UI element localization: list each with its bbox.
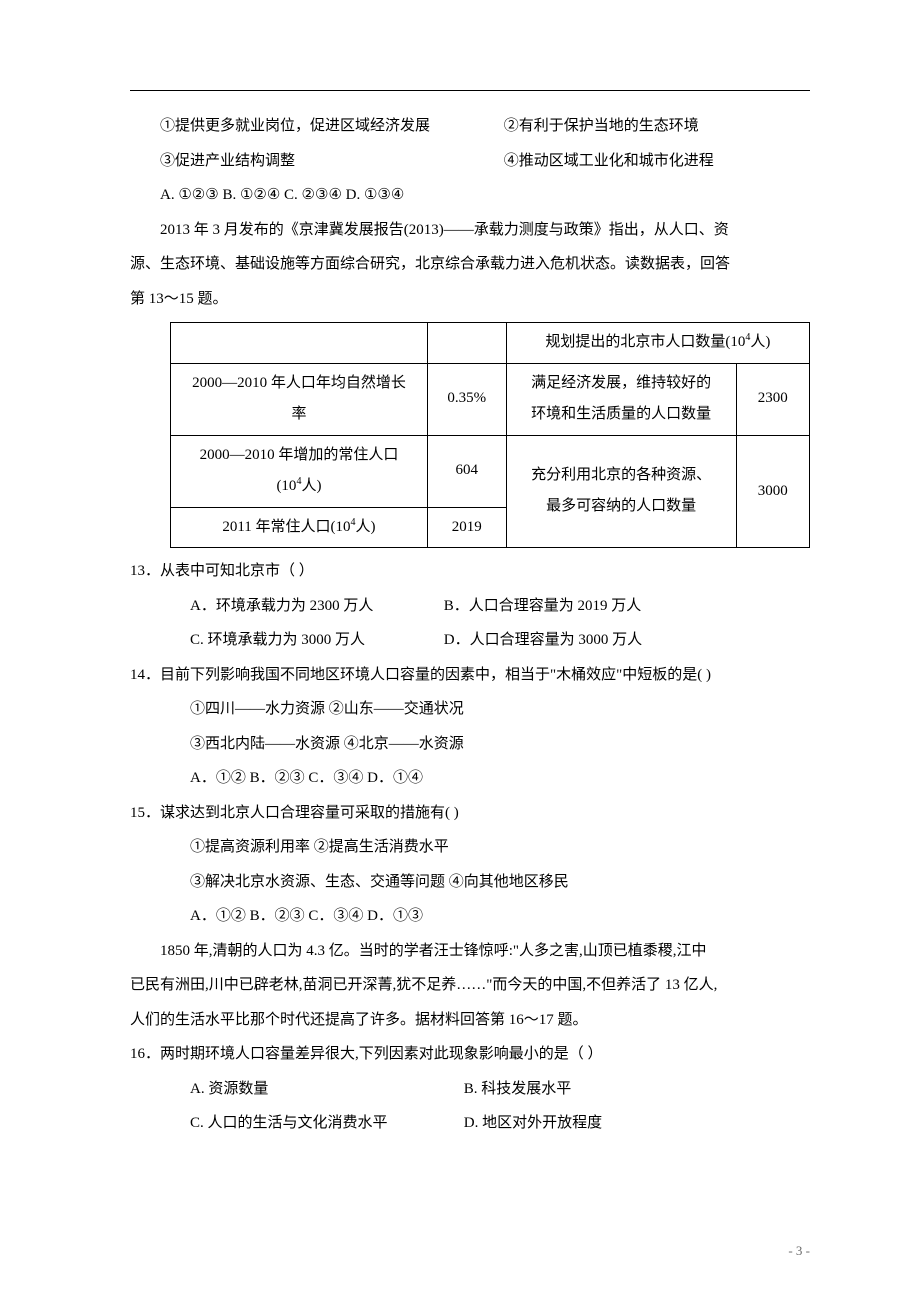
cell-r2c2: 604 (427, 435, 506, 507)
q16-choice-a[interactable]: A. 资源数量 (190, 1072, 460, 1107)
cell-r1c1-l2: 率 (177, 399, 421, 431)
cell-r3c1-suffix: 人) (356, 519, 376, 535)
cell-h1 (171, 323, 428, 364)
q15-line2: ③解决北京水资源、生态、交通等问题 ④向其他地区移民 (130, 865, 810, 900)
q12-opt3: ③促进产业结构调整 (160, 144, 500, 179)
q13-choice-b[interactable]: B．人口合理容量为 2019 万人 (444, 598, 642, 614)
q15-line1: ①提高资源利用率 ②提高生活消费水平 (130, 830, 810, 865)
context2-line3: 人们的生活水平比那个时代还提高了许多。据材料回答第 16～17 题。 (130, 1003, 810, 1038)
q13-row2: C. 环境承载力为 3000 万人 D．人口合理容量为 3000 万人 (130, 623, 810, 658)
cell-r3c1: 2011 年常住人口(104人) (171, 507, 428, 548)
q14-choices: A．①② B．②③ C．③④ D．①④ (130, 761, 810, 796)
cell-r2c1-l1: 2000—2010 年增加的常住人口 (177, 440, 421, 472)
cell-r2c3-l1: 充分利用北京的各种资源、 (513, 460, 730, 492)
cell-r1c4: 2300 (736, 363, 809, 435)
q14-choice-b[interactable]: B．②③ (250, 770, 305, 786)
cell-h3-prefix: 规划提出的北京市人口数量(10 (545, 334, 745, 350)
cell-r2c1-l2-prefix: (10 (276, 478, 296, 494)
cell-r2c4: 3000 (736, 435, 809, 548)
q15-choice-b[interactable]: B．②③ (250, 908, 305, 924)
table-row: 2000—2010 年人口年均自然增长 率 0.35% 满足经济发展，维持较好的… (171, 363, 810, 435)
q16-row2: C. 人口的生活与文化消费水平 D. 地区对外开放程度 (130, 1106, 810, 1141)
cell-r2c3: 充分利用北京的各种资源、 最多可容纳的人口数量 (506, 435, 736, 548)
q16-row1: A. 资源数量 B. 科技发展水平 (130, 1072, 810, 1107)
q15-choice-a[interactable]: A．①② (190, 908, 246, 924)
q12-choices: A. ①②③ B. ①②④ C. ②③④ D. ①③④ (130, 178, 810, 213)
q14-line2: ③西北内陆——水资源 ④北京——水资源 (130, 727, 810, 762)
q13-stem: 13．从表中可知北京市（ ） (130, 554, 810, 589)
q12-opt2: ②有利于保护当地的生态环境 (504, 118, 699, 134)
q12-choice-a[interactable]: A. ①②③ (160, 187, 219, 203)
q14-line1: ①四川——水力资源 ②山东——交通状况 (130, 692, 810, 727)
q12-opt4: ④推动区域工业化和城市化进程 (504, 153, 714, 169)
q15-choice-c[interactable]: C．③④ (308, 908, 363, 924)
q16-choice-d[interactable]: D. 地区对外开放程度 (464, 1115, 602, 1131)
cell-h2 (427, 323, 506, 364)
data-table-wrap: 规划提出的北京市人口数量(104人) 2000—2010 年人口年均自然增长 率… (170, 322, 810, 548)
q13-choice-a[interactable]: A．环境承载力为 2300 万人 (190, 589, 440, 624)
cell-r2c1-l2-suffix: 人) (301, 478, 321, 494)
top-divider (130, 90, 810, 91)
q13-row1: A．环境承载力为 2300 万人 B．人口合理容量为 2019 万人 (130, 589, 810, 624)
cell-r1c1-l1: 2000—2010 年人口年均自然增长 (177, 368, 421, 400)
cell-r1c2: 0.35% (427, 363, 506, 435)
context1-line2: 源、生态环境、基础设施等方面综合研究，北京综合承载力进入危机状态。读数据表，回答 (130, 247, 810, 282)
q16-choice-b[interactable]: B. 科技发展水平 (464, 1081, 572, 1097)
q16-stem: 16．两时期环境人口容量差异很大,下列因素对此现象影响最小的是（ ） (130, 1037, 810, 1072)
context1-line3: 第 13～15 题。 (130, 282, 810, 317)
context2-line1: 1850 年,清朝的人口为 4.3 亿。当时的学者汪士锋惊呼:"人多之害,山顶已… (130, 934, 810, 969)
cell-r3c2: 2019 (427, 507, 506, 548)
q12-options-row1: ①提供更多就业岗位，促进区域经济发展 ②有利于保护当地的生态环境 (130, 109, 810, 144)
context1-line1: 2013 年 3 月发布的《京津冀发展报告(2013)——承载力测度与政策》指出… (130, 213, 810, 248)
cell-r3c1-prefix: 2011 年常住人口(10 (222, 519, 350, 535)
table-row: 2000—2010 年增加的常住人口 (104人) 604 充分利用北京的各种资… (171, 435, 810, 507)
q13-choice-c[interactable]: C. 环境承载力为 3000 万人 (190, 623, 440, 658)
cell-r1c3: 满足经济发展，维持较好的 环境和生活质量的人口数量 (506, 363, 736, 435)
cell-r1c3-l2: 环境和生活质量的人口数量 (513, 399, 730, 431)
cell-r2c1-l2: (104人) (177, 471, 421, 503)
q12-choice-b[interactable]: B. ①②④ (222, 187, 280, 203)
cell-r2c3-l2: 最多可容纳的人口数量 (513, 491, 730, 523)
q12-opt1: ①提供更多就业岗位，促进区域经济发展 (160, 109, 500, 144)
q15-choices: A．①② B．②③ C．③④ D．①③ (130, 899, 810, 934)
q12-choice-d[interactable]: D. ①③④ (346, 187, 405, 203)
q15-choice-d[interactable]: D．①③ (367, 908, 423, 924)
cell-r1c1: 2000—2010 年人口年均自然增长 率 (171, 363, 428, 435)
q12-choice-c[interactable]: C. ②③④ (284, 187, 342, 203)
q16-choice-c[interactable]: C. 人口的生活与文化消费水平 (190, 1106, 460, 1141)
q14-stem: 14．目前下列影响我国不同地区环境人口容量的因素中，相当于"木桶效应"中短板的是… (130, 658, 810, 693)
q14-choice-d[interactable]: D．①④ (367, 770, 423, 786)
cell-r2c1: 2000—2010 年增加的常住人口 (104人) (171, 435, 428, 507)
q13-choice-d[interactable]: D．人口合理容量为 3000 万人 (444, 632, 642, 648)
context2-line2: 已民有洲田,川中已辟老林,苗洞已开深菁,犹不足养……"而今天的中国,不但养活了 … (130, 968, 810, 1003)
cell-h3: 规划提出的北京市人口数量(104人) (506, 323, 809, 364)
page-number: - 3 - (788, 1236, 810, 1266)
q12-options-row2: ③促进产业结构调整 ④推动区域工业化和城市化进程 (130, 144, 810, 179)
cell-r1c3-l1: 满足经济发展，维持较好的 (513, 368, 730, 400)
q14-choice-a[interactable]: A．①② (190, 770, 246, 786)
q14-choice-c[interactable]: C．③④ (308, 770, 363, 786)
cell-h3-suffix: 人) (750, 334, 770, 350)
page-container: ①提供更多就业岗位，促进区域经济发展 ②有利于保护当地的生态环境 ③促进产业结构… (0, 0, 920, 1302)
q15-stem: 15．谋求达到北京人口合理容量可采取的措施有( ) (130, 796, 810, 831)
data-table: 规划提出的北京市人口数量(104人) 2000—2010 年人口年均自然增长 率… (170, 322, 810, 548)
table-row: 规划提出的北京市人口数量(104人) (171, 323, 810, 364)
